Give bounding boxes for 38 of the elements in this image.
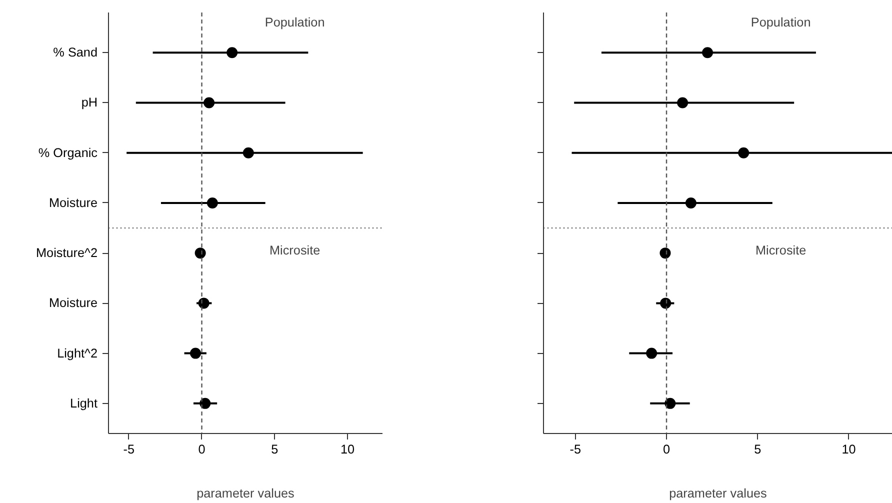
x-tick-label: 5 <box>754 442 762 456</box>
x-tick-label: 5 <box>271 442 278 456</box>
point <box>198 298 210 309</box>
point <box>190 348 202 359</box>
annotation: Population <box>750 16 811 30</box>
y-tick-label: Moisture^2 <box>36 246 98 260</box>
x-tick-label: 10 <box>842 442 856 456</box>
point <box>646 348 658 359</box>
annotation: Microsite <box>756 244 806 258</box>
point <box>685 197 696 208</box>
y-tick-label: % Sand <box>53 46 98 60</box>
y-tick-label: Moisture <box>48 196 98 210</box>
y-tick-label: % Organic <box>38 146 98 160</box>
point <box>702 47 714 58</box>
point <box>660 298 672 309</box>
x-tick-label: 0 <box>662 442 670 456</box>
point <box>200 398 211 409</box>
point <box>738 147 750 158</box>
point <box>664 398 676 409</box>
point <box>677 97 688 108</box>
x-tick-label: 0 <box>198 442 206 456</box>
annotation: Population <box>264 16 325 30</box>
point <box>226 47 238 58</box>
point <box>242 147 254 158</box>
x-tick-label: 10 <box>340 442 355 456</box>
x-tick-label: -5 <box>123 442 135 456</box>
y-tick-label: Moisture <box>48 296 98 310</box>
y-tick-label: pH <box>81 96 98 110</box>
x-axis-title: parameter values <box>196 486 294 500</box>
x-tick-label: -5 <box>570 442 582 456</box>
y-tick-label: Light^2 <box>57 346 98 360</box>
point <box>660 248 671 259</box>
point <box>206 197 218 208</box>
point <box>204 97 215 108</box>
point <box>194 248 206 259</box>
annotation: Microsite <box>270 244 320 258</box>
x-axis-title: parameter values <box>669 486 767 500</box>
y-tick-label: Light <box>70 396 98 410</box>
